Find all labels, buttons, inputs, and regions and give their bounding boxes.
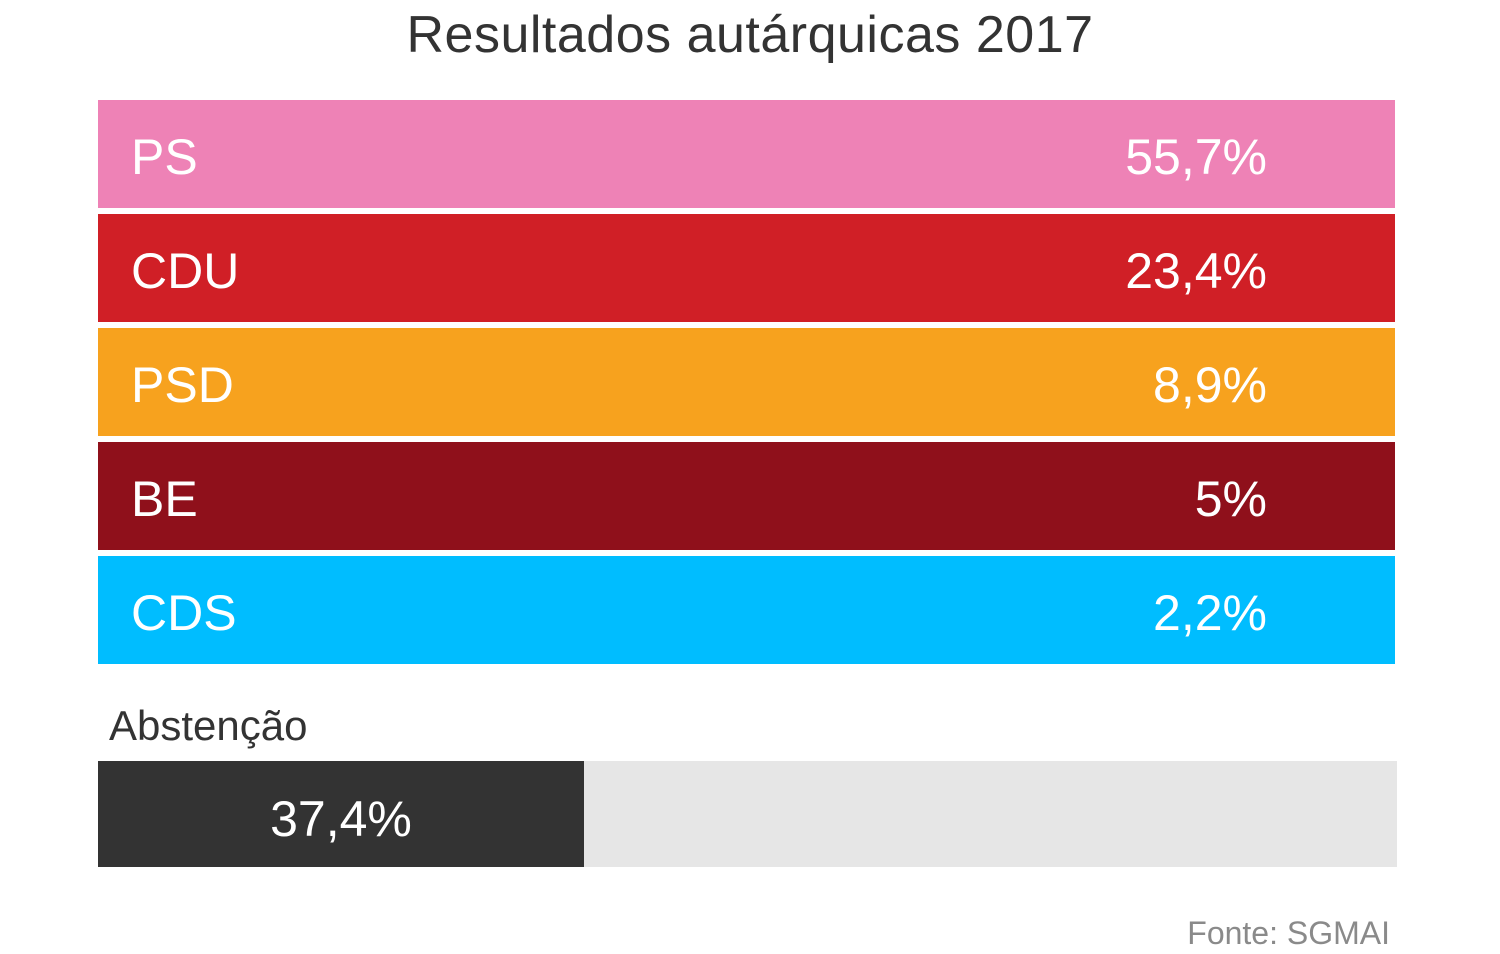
source-note: Fonte: SGMAI bbox=[1187, 915, 1390, 951]
abstention-value: 37,4% bbox=[270, 791, 412, 847]
party-label: CDU bbox=[131, 243, 240, 299]
party-row-be: BE 5% bbox=[98, 442, 1395, 550]
party-percentage: 5% bbox=[1194, 471, 1267, 527]
party-label: PSD bbox=[131, 357, 234, 413]
abstention-bar-fill: 37,4% bbox=[98, 761, 584, 867]
party-percentage: 2,2% bbox=[1153, 585, 1267, 641]
party-percentage: 23,4% bbox=[1125, 243, 1267, 299]
party-row-ps: PS 55,7% bbox=[98, 100, 1395, 208]
abstention-bar-track: 37,4% bbox=[98, 761, 1397, 867]
party-results-list: PS 55,7% CDU 23,4% PSD 8,9% BE 5% CDS 2,… bbox=[98, 100, 1395, 664]
party-percentage: 55,7% bbox=[1125, 129, 1267, 185]
party-row-cdu: CDU 23,4% bbox=[98, 214, 1395, 322]
party-label: PS bbox=[131, 129, 198, 185]
party-percentage: 8,9% bbox=[1153, 357, 1267, 413]
party-row-psd: PSD 8,9% bbox=[98, 328, 1395, 436]
party-label: BE bbox=[131, 471, 198, 527]
party-row-cds: CDS 2,2% bbox=[98, 556, 1395, 664]
party-label: CDS bbox=[131, 585, 237, 641]
abstention-label: Abstenção bbox=[109, 702, 308, 749]
chart-title: Resultados autárquicas 2017 bbox=[406, 6, 1094, 64]
